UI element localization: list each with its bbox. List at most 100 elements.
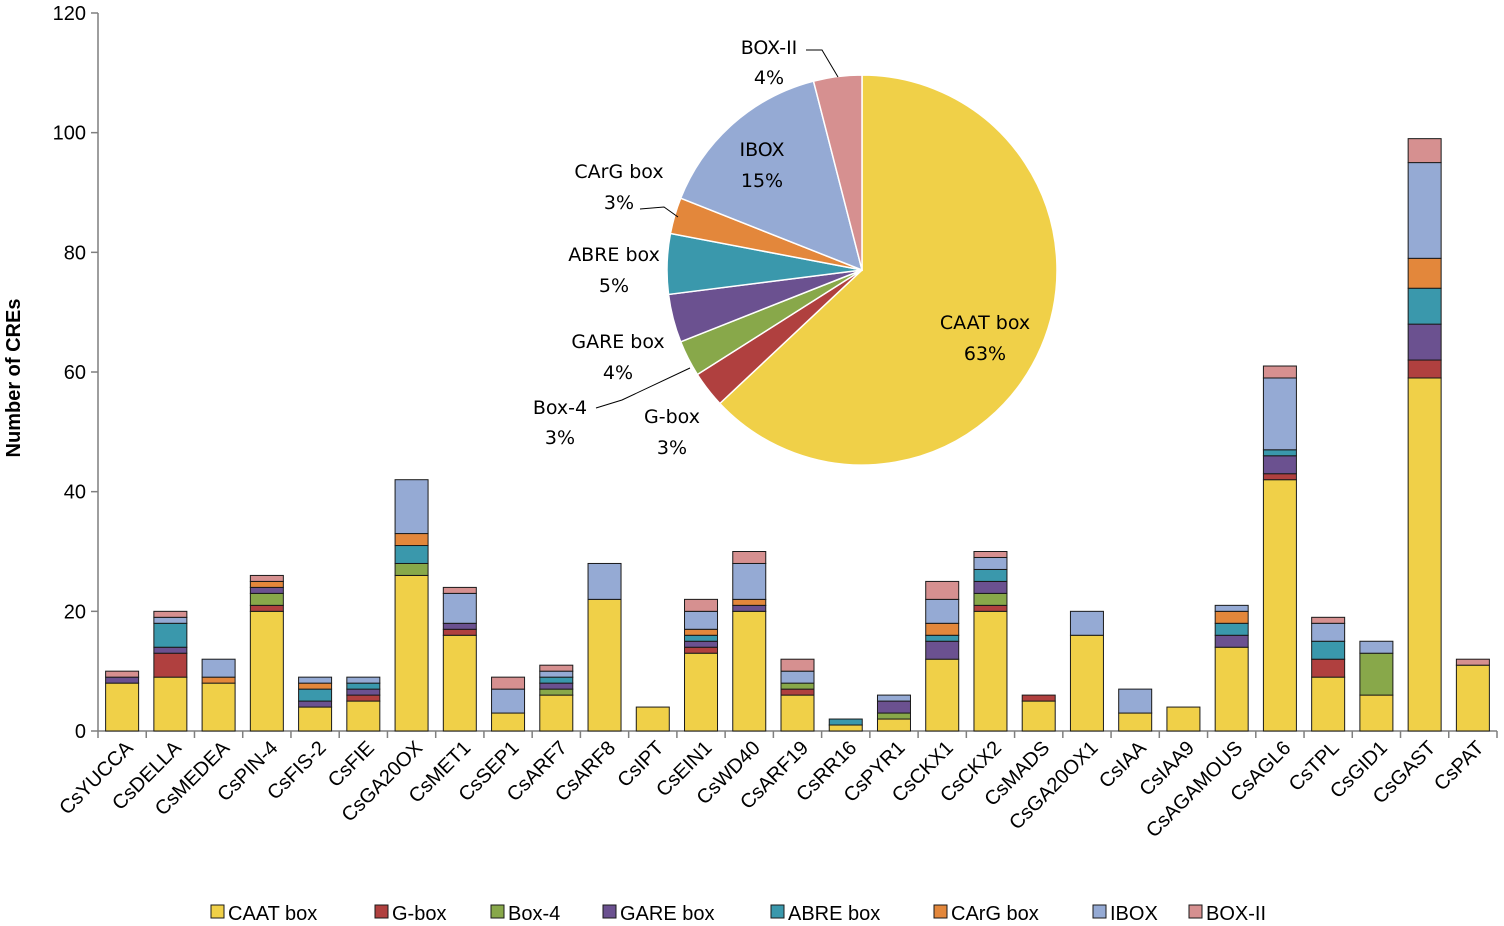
bar-CsFIE-gare-box (346, 688, 381, 696)
bar-CsDELLA-box-ii (153, 610, 188, 618)
y-tick-label: 120 (53, 3, 86, 25)
bar-CsTPL-ibox (1311, 622, 1346, 642)
bar-CsDELLA-g-box (153, 652, 188, 678)
y-tick-label: 100 (53, 123, 86, 145)
bar-CsDELLA-caat-box (153, 676, 188, 732)
pie-slice-caat-box (718, 74, 1058, 466)
legend-swatch (1188, 904, 1203, 919)
bar-CsAGL6-abre-box (1262, 449, 1297, 457)
bar-CsPIN-4-caat-box (249, 610, 284, 732)
bar-CsCKX2-ibox (973, 556, 1008, 570)
bar-CsARF19-box-ii (780, 658, 815, 672)
legend-label: Box-4 (508, 903, 560, 925)
bar-CsFIS-2-gare-box (298, 700, 333, 708)
pie-label-percent: 63% (964, 343, 1006, 365)
legend-swatch (602, 904, 617, 919)
bar-CsAGAMOUS-abre-box (1214, 622, 1249, 636)
bar-CsFIE-ibox (346, 676, 381, 684)
legend-label: CAAT box (228, 903, 317, 925)
pie-label-percent: 3% (657, 437, 687, 459)
legend-label: BOX-II (1206, 903, 1266, 925)
bar-CsPIN-4-carg-box (249, 580, 284, 588)
pie-label-name: G-box (644, 406, 700, 428)
y-tick-label: 20 (64, 601, 86, 623)
bar-CsARF8-caat-box (587, 598, 622, 732)
bar-CsARF19-box-4 (780, 682, 815, 690)
bar-CsARF7-box-ii (539, 664, 574, 672)
legend-swatch (374, 904, 389, 919)
bar-CsGAST-carg-box (1407, 257, 1442, 289)
bar-CsWD40-ibox (732, 562, 767, 600)
bar-CsMADS-caat-box (1021, 700, 1056, 732)
bar-CsSEP1-ibox (491, 688, 526, 714)
bar-CsCKX1-abre-box (925, 634, 960, 642)
legend-swatch (1092, 904, 1107, 919)
bar-CsPIN-4-box-ii (249, 574, 284, 582)
pie-slice-ibox (679, 80, 864, 272)
bar-CsTPL-g-box (1311, 658, 1346, 678)
bar-CsIAA9-caat-box (1166, 706, 1201, 732)
y-axis-label: Number of CREs (3, 299, 25, 458)
bar-CsGID1-box-4 (1359, 652, 1394, 696)
category-labels: CsYUCCACsDELLACsMEDEACsPIN-4CsFIS-2CsFIE… (55, 737, 1488, 843)
bar-CsSEP1-caat-box (491, 712, 526, 732)
pie-label-percent: 4% (603, 362, 633, 384)
bar-CsEIN1-box-ii (684, 598, 719, 612)
bar-CsAGL6-g-box (1262, 473, 1297, 481)
bar-CsRR16-abre-box (828, 718, 863, 726)
bar-CsARF7-box-4 (539, 688, 574, 696)
bar-CsCKX2-gare-box (973, 580, 1008, 594)
legend-label: IBOX (1110, 903, 1158, 925)
y-tick-label: 80 (64, 242, 86, 264)
bar-CsAGAMOUS-caat-box (1214, 646, 1249, 732)
bar-CsWD40-carg-box (732, 598, 767, 606)
y-axis-ticks: 0 20 40 60 80 100 120 (53, 3, 98, 743)
bar-CsGA20OX1-ibox (1069, 610, 1104, 636)
bar-CsRR16-caat-box (828, 724, 863, 732)
legend-label: G-box (392, 903, 446, 925)
pie-label-name: GARE box (571, 331, 664, 353)
bar-CsYUCCA-box-ii (105, 670, 140, 678)
legend-label: CArG box (951, 903, 1039, 925)
legend-label: ABRE box (788, 903, 880, 925)
bar-CsAGAMOUS-carg-box (1214, 610, 1249, 624)
bar-CsPYR1-box-4 (876, 712, 911, 720)
bar-CsGAST-g-box (1407, 359, 1442, 379)
bar-CsGAST-caat-box (1407, 377, 1442, 732)
bar-CsMET1-gare-box (442, 622, 477, 630)
bar-CsGA20OX1-caat-box (1069, 634, 1104, 732)
bar-CsIPT-caat-box (635, 706, 670, 732)
bar-CsCKX2-caat-box (973, 610, 1008, 732)
bar-CsMET1-caat-box (442, 634, 477, 732)
bar-CsCKX1-ibox (925, 598, 960, 624)
pie-label-percent: 5% (599, 275, 629, 297)
bar-CsGID1-ibox (1359, 640, 1394, 654)
pie-label-name: ABRE box (568, 244, 660, 266)
pie-label-name: CAAT box (940, 312, 1030, 334)
pie-leader-line (595, 367, 691, 409)
bar-CsFIS-2-caat-box (298, 706, 333, 732)
bar-CsCKX2-box-4 (973, 592, 1008, 606)
bar-CsIAA-ibox (1118, 688, 1153, 714)
pie-label-name: BOX-II (741, 37, 798, 59)
bar-CsEIN1-carg-box (684, 628, 719, 636)
bar-CsAGAMOUS-gare-box (1214, 634, 1249, 648)
bar-CsAGL6-box-ii (1262, 365, 1297, 379)
legend: CAAT box G-box Box-4 GARE box ABRE box CArG b… (210, 903, 1266, 925)
legend-swatch (490, 904, 505, 919)
bar-CsCKX2-g-box (973, 604, 1008, 612)
bar-CsCKX1-caat-box (925, 658, 960, 732)
bar-CsFIS-2-carg-box (298, 682, 333, 690)
bar-CsCKX1-carg-box (925, 622, 960, 636)
bar-CsGAST-abre-box (1407, 287, 1442, 325)
bar-CsPAT-caat-box (1455, 664, 1490, 732)
bar-CsWD40-gare-box (732, 604, 767, 612)
category-label: CsPAT (1430, 737, 1488, 795)
bar-CsCKX1-gare-box (925, 640, 960, 660)
legend-swatch (770, 904, 785, 919)
bar-CsMEDEA-ibox (201, 658, 236, 678)
bar-CsMET1-box-ii (442, 586, 477, 594)
bar-CsAGL6-ibox (1262, 377, 1297, 451)
bar-marks (105, 138, 1490, 732)
legend-swatch (933, 904, 948, 919)
